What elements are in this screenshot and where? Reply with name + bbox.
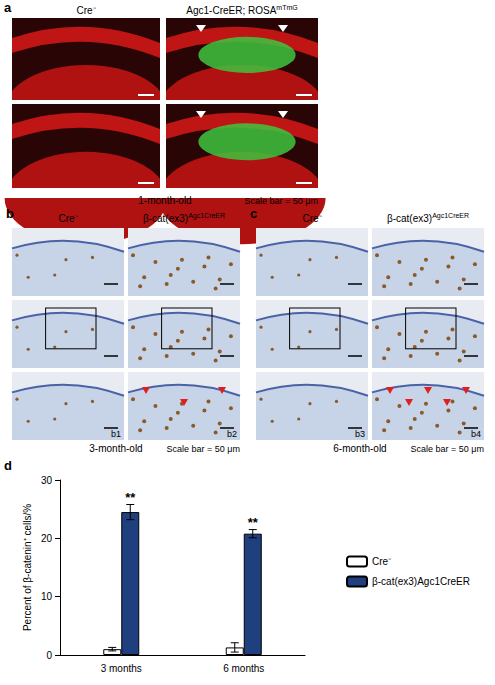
svg-text:c: c bbox=[250, 206, 257, 221]
svg-text:a: a bbox=[4, 0, 12, 15]
svg-text:1-month-old: 1-month-old bbox=[138, 195, 191, 206]
svg-text:6-month-old: 6-month-old bbox=[333, 443, 386, 454]
svg-text:Cre⁻: Cre⁻ bbox=[372, 556, 392, 567]
svg-text:6 months: 6 months bbox=[223, 663, 264, 674]
svg-text:β-cat(ex3)Agc1CreER: β-cat(ex3)Agc1CreER bbox=[372, 576, 470, 587]
svg-text:Cre⁻: Cre⁻ bbox=[58, 213, 78, 224]
svg-text:Scale bar = 50 μm: Scale bar = 50 μm bbox=[167, 444, 240, 454]
svg-text:b: b bbox=[6, 206, 14, 221]
svg-text:b3: b3 bbox=[355, 429, 365, 439]
svg-text:10: 10 bbox=[41, 591, 53, 602]
svg-text:b2: b2 bbox=[227, 429, 237, 439]
svg-text:**: ** bbox=[248, 515, 259, 530]
svg-text:**: ** bbox=[125, 490, 136, 505]
svg-text:b1: b1 bbox=[111, 429, 121, 439]
svg-text:Agc1-CreER; ROSAmTmG: Agc1-CreER; ROSAmTmG bbox=[186, 4, 297, 16]
svg-text:20: 20 bbox=[41, 533, 53, 544]
svg-text:Scale bar = 50 μm: Scale bar = 50 μm bbox=[245, 196, 318, 206]
svg-text:Cre⁻: Cre⁻ bbox=[76, 5, 96, 16]
svg-text:3-month-old: 3-month-old bbox=[89, 443, 142, 454]
svg-text:30: 30 bbox=[41, 475, 53, 486]
svg-text:Cre⁻: Cre⁻ bbox=[302, 213, 322, 224]
svg-text:β-cat(ex3)Agc1CreER: β-cat(ex3)Agc1CreER bbox=[143, 212, 225, 224]
svg-text:Percent of β-catenin⁺ cells/%: Percent of β-catenin⁺ cells/% bbox=[22, 504, 33, 631]
svg-text:3 months: 3 months bbox=[101, 663, 142, 674]
svg-text:b4: b4 bbox=[471, 429, 481, 439]
svg-text:β-cat(ex3)Agc1CreER: β-cat(ex3)Agc1CreER bbox=[387, 212, 469, 224]
svg-text:Scale bar = 50 μm: Scale bar = 50 μm bbox=[411, 444, 484, 454]
svg-text:0: 0 bbox=[46, 650, 52, 661]
svg-text:d: d bbox=[4, 458, 12, 473]
